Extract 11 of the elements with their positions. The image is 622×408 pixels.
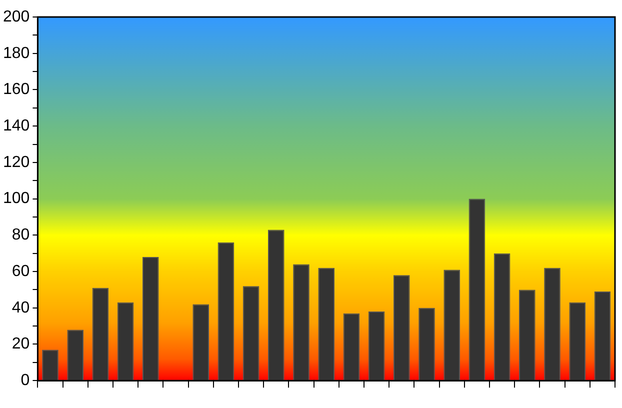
y-tick-label: 200 <box>2 8 30 26</box>
y-tick-label: 60 <box>12 262 30 280</box>
y-tick-label: 120 <box>2 154 30 171</box>
y-tick-label: 20 <box>12 336 30 353</box>
y-tick-label: 80 <box>12 226 30 244</box>
y-tick-label: 140 <box>2 117 30 134</box>
y-tick-label: 160 <box>2 81 30 98</box>
y-tick-label: 100 <box>2 190 30 208</box>
y-tick-label: 40 <box>12 299 30 316</box>
y-tick-label: 180 <box>2 44 30 62</box>
y-tick-label: 0 <box>20 372 30 390</box>
